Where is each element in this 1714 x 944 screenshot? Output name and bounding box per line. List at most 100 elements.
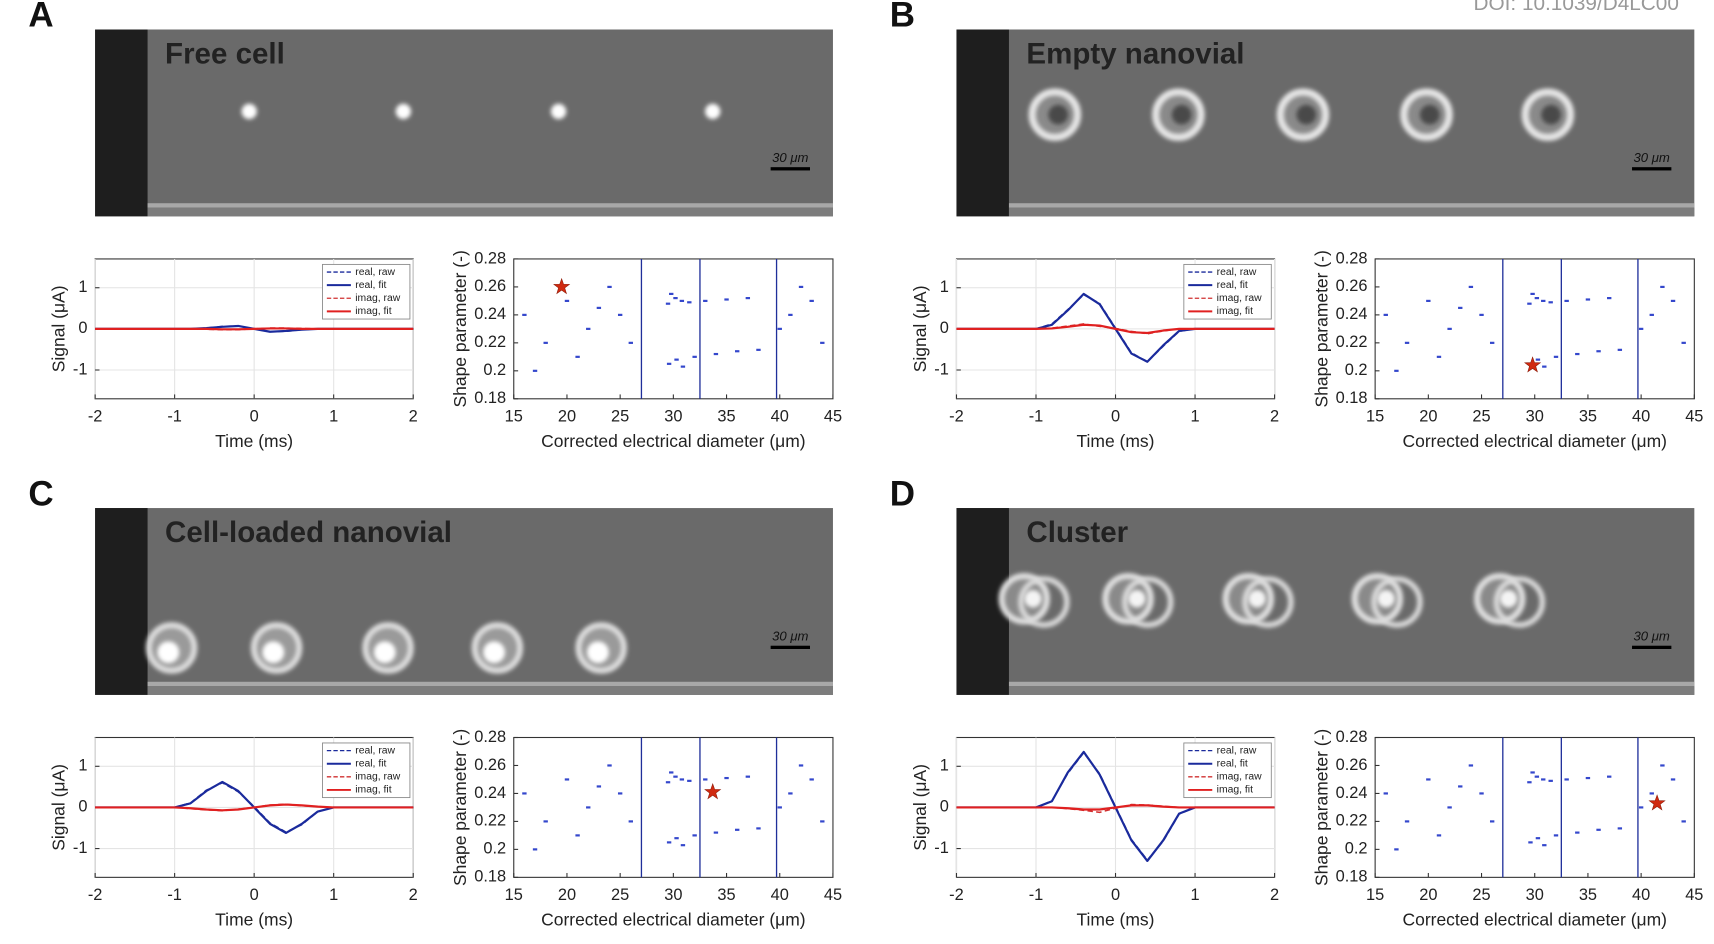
data-point: [1596, 828, 1601, 831]
data-point: [1528, 841, 1533, 844]
data-point: [522, 792, 527, 795]
data-point: [1564, 299, 1569, 302]
x-tick-label: 40: [1632, 408, 1650, 426]
y-tick-label: 0.18: [1336, 389, 1368, 407]
data-point: [1542, 365, 1547, 368]
data-point: [1436, 834, 1442, 837]
data-point: [1638, 806, 1644, 809]
image-title: Cluster: [1026, 516, 1128, 549]
x-tick-label: 2: [1270, 408, 1279, 426]
channel-wall: [95, 29, 148, 217]
scale-bar-label: 30 μm: [1634, 628, 1670, 643]
scale-bar: [770, 167, 810, 171]
x-tick-label: 0: [1111, 408, 1120, 426]
image-title: Cell-loaded nanovial: [165, 516, 452, 549]
y-tick-label: 0.28: [1336, 728, 1368, 746]
panel-letter: D: [890, 474, 915, 513]
cell: [1128, 590, 1146, 608]
x-tick-label: 15: [1366, 408, 1384, 426]
y-tick-label: 0.2: [483, 361, 506, 379]
data-point: [1489, 341, 1495, 344]
x-tick-label: 1: [329, 886, 338, 904]
x-axis-label: Time (ms): [215, 910, 293, 930]
doi: DOI: 10.1039/D4LC00: [1474, 0, 1679, 15]
x-tick-label: -1: [1029, 886, 1044, 904]
data-point: [1607, 775, 1612, 778]
y-tick-label: 0: [78, 798, 87, 816]
legend-box: [322, 742, 411, 799]
x-axis-label: Time (ms): [1077, 431, 1155, 451]
data-point: [1426, 778, 1431, 781]
cell: [1377, 590, 1395, 608]
legend-label: imag, fit: [355, 306, 391, 317]
x-tick-label: 45: [1685, 408, 1703, 426]
legend-label: real, fit: [355, 758, 386, 769]
cell: [1499, 590, 1518, 608]
x-tick-label: 25: [1472, 408, 1490, 426]
legend-label: imag, raw: [355, 772, 400, 783]
cell: [157, 641, 180, 664]
data-point: [607, 764, 612, 767]
highlight-star: [1648, 794, 1666, 811]
x-tick-label: 35: [1579, 886, 1597, 904]
x-axis-label: Time (ms): [1077, 910, 1155, 930]
data-point: [1575, 831, 1580, 834]
y-axis-label: Shape parameter (-): [450, 729, 470, 886]
y-tick-label: 0: [78, 319, 87, 337]
legend-box: [322, 263, 411, 320]
data-point: [1535, 358, 1541, 361]
nanovial-cavity: [1419, 104, 1440, 125]
data-point: [1670, 778, 1676, 781]
x-axis-label: Corrected electrical diameter (μm): [541, 431, 805, 451]
data-point: [522, 313, 527, 316]
data-point: [756, 827, 761, 830]
data-point: [532, 848, 538, 851]
y-tick-label: -1: [73, 360, 88, 378]
x-tick-label: 1: [1190, 886, 1199, 904]
data-point: [586, 327, 591, 330]
x-tick-label: 15: [505, 408, 523, 426]
data-point: [1548, 301, 1553, 304]
data-point: [669, 292, 674, 295]
data-point: [1548, 779, 1553, 782]
y-tick-label: 1: [940, 278, 949, 296]
data-point: [543, 820, 548, 823]
y-tick-label: 0.24: [474, 305, 506, 323]
scale-bar: [1632, 167, 1672, 171]
y-tick-label: 0: [940, 319, 949, 337]
data-point: [607, 285, 612, 289]
data-point: [713, 352, 719, 356]
data-point: [1534, 297, 1540, 300]
x-tick-label: -2: [88, 886, 103, 904]
data-point: [1527, 302, 1532, 305]
y-tick-label: 0: [940, 798, 949, 816]
data-point: [596, 306, 602, 309]
nanovial: [1371, 576, 1423, 628]
data-point: [564, 299, 570, 302]
x-axis-label: Corrected electrical diameter (μm): [1402, 910, 1666, 930]
y-tick-label: 0.26: [474, 756, 506, 774]
data-point: [798, 764, 804, 767]
channel-bottom: [147, 207, 833, 217]
x-tick-label: 40: [771, 408, 789, 426]
y-tick-label: 1: [78, 757, 87, 775]
x-tick-label: -1: [167, 886, 182, 904]
nanovial: [1493, 576, 1546, 628]
x-tick-label: 1: [329, 408, 338, 426]
y-tick-label: 0.2: [1345, 361, 1368, 379]
y-tick-label: 0.28: [474, 728, 506, 746]
data-point: [628, 341, 633, 344]
data-point: [1527, 781, 1532, 784]
data-point: [777, 327, 782, 330]
data-point: [798, 285, 804, 289]
legend-label: real, raw: [1217, 745, 1257, 756]
x-axis-label: Corrected electrical diameter (μm): [1402, 431, 1666, 451]
y-tick-label: 0.2: [483, 840, 506, 858]
channel-bottom: [1008, 207, 1695, 217]
micrograph: [956, 508, 1695, 695]
y-axis-label: Shape parameter (-): [1311, 250, 1331, 407]
x-tick-label: 0: [250, 408, 259, 426]
cell: [1024, 590, 1042, 608]
y-tick-label: 0.22: [474, 812, 506, 830]
x-axis-label: Corrected electrical diameter (μm): [541, 910, 805, 930]
